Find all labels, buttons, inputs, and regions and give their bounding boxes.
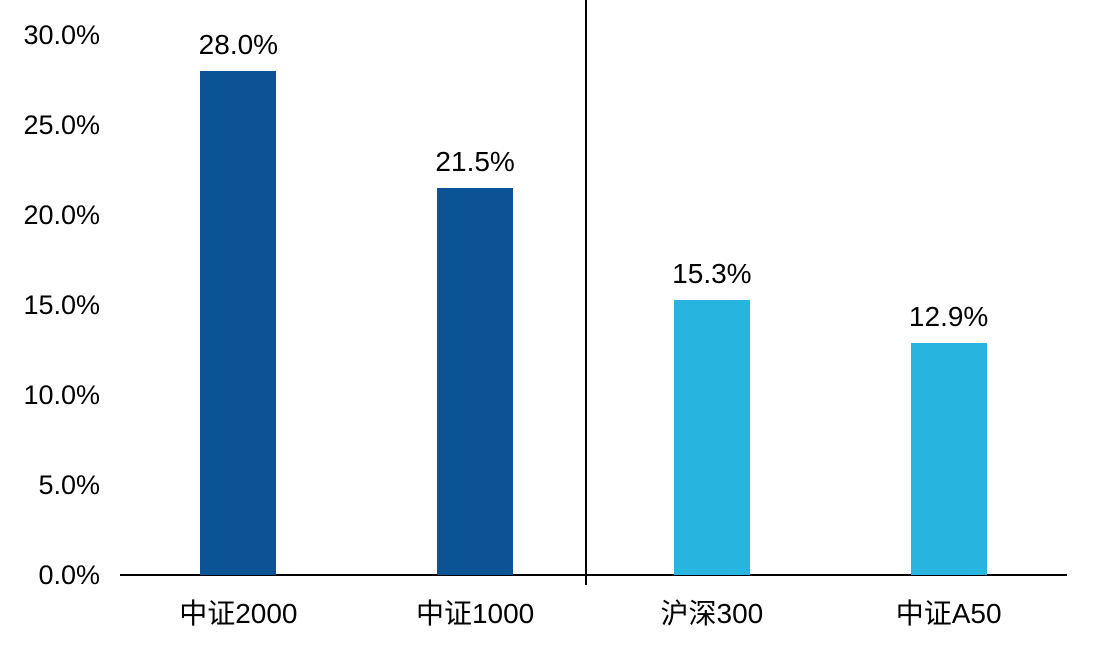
value-label: 21.5% <box>435 146 515 177</box>
y-tick-label: 10.0% <box>23 380 100 410</box>
y-tick-label: 15.0% <box>23 290 100 320</box>
y-tick-label: 20.0% <box>23 200 100 230</box>
group-divider-line <box>585 0 587 585</box>
y-tick-label: 25.0% <box>23 110 100 140</box>
category-label: 中证A50 <box>895 598 1002 629</box>
value-label: 12.9% <box>908 300 989 332</box>
bar-1 <box>200 71 277 575</box>
value-label: 28.0% <box>198 29 279 60</box>
y-tick-label: 5.0% <box>38 470 100 500</box>
y-tick-label: 0.0% <box>38 560 100 590</box>
x-axis-line <box>120 574 1067 576</box>
value-label: 15.3% <box>672 257 752 289</box>
bar-3 <box>673 299 750 575</box>
category-label: 沪深300 <box>660 598 764 629</box>
bar-2 <box>437 188 514 575</box>
y-tick-label: 30.0% <box>23 20 100 50</box>
bar-4 <box>910 342 987 575</box>
category-label: 中证1000 <box>415 598 535 629</box>
category-label: 中证2000 <box>179 598 298 629</box>
